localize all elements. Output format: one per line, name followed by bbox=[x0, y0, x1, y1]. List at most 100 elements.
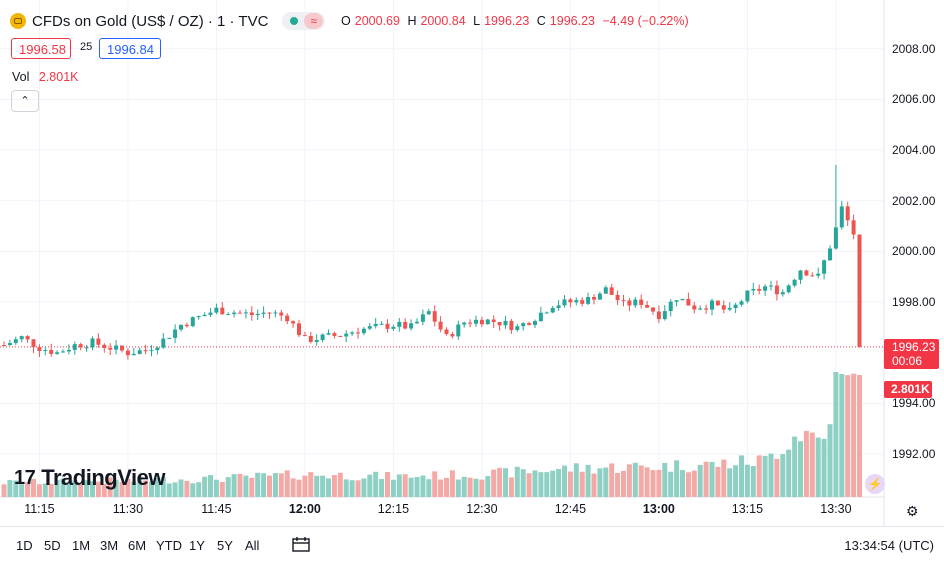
candle-body bbox=[137, 350, 142, 354]
volume-bar bbox=[786, 449, 792, 497]
volume-bar bbox=[650, 470, 656, 497]
volume-bar bbox=[249, 477, 255, 497]
sell-price-button[interactable]: 1996.58 bbox=[11, 38, 71, 59]
symbol-title[interactable]: CFDs on Gold (US$ / OZ) · 1 · TVC bbox=[32, 12, 269, 30]
volume-bar bbox=[703, 461, 709, 497]
candle-body bbox=[403, 321, 408, 329]
range-button[interactable]: 1Y bbox=[189, 538, 205, 553]
range-button[interactable]: 3M bbox=[100, 538, 119, 553]
candle-body bbox=[208, 312, 213, 315]
volume-bar bbox=[208, 475, 213, 497]
volume-bar bbox=[644, 467, 650, 497]
range-button[interactable]: 5Y bbox=[217, 538, 233, 553]
lightning-icon[interactable]: ⚡ bbox=[865, 474, 885, 494]
candle-body bbox=[409, 323, 414, 329]
candle-body bbox=[550, 307, 555, 313]
volume-bar bbox=[272, 473, 278, 497]
volume-bar bbox=[467, 477, 473, 497]
time-tick: 13:15 bbox=[731, 502, 764, 516]
volume-bar bbox=[172, 482, 178, 497]
candle-body bbox=[538, 312, 543, 322]
volume-bar bbox=[13, 480, 19, 497]
candle-body bbox=[55, 352, 60, 354]
data-delay-icon: ≈ bbox=[304, 13, 324, 29]
volume-bar bbox=[31, 478, 36, 497]
volume-bar bbox=[25, 482, 31, 497]
candle-body bbox=[763, 286, 768, 291]
range-button[interactable]: All bbox=[245, 538, 260, 553]
brand-name: TradingView bbox=[41, 465, 165, 490]
chart-header: CFDs on Gold (US$ / OZ) · 1 · TVC ≈ O 200… bbox=[10, 10, 693, 32]
volume-bar bbox=[544, 472, 550, 497]
volume-bar bbox=[154, 478, 160, 497]
candle-body bbox=[769, 285, 773, 287]
gold-symbol-icon bbox=[10, 13, 26, 29]
candle-body bbox=[49, 350, 54, 354]
volume-bar bbox=[396, 474, 402, 497]
volume-bar bbox=[149, 481, 154, 497]
candle-body bbox=[710, 300, 714, 310]
candle-body bbox=[84, 347, 89, 349]
candle-body bbox=[633, 299, 638, 306]
buy-price-button[interactable]: 1996.84 bbox=[99, 38, 161, 59]
candle-body bbox=[226, 314, 231, 316]
candle-body bbox=[308, 335, 313, 342]
change-value: −4.49 (−0.22%) bbox=[602, 14, 689, 28]
candle-body bbox=[556, 305, 561, 308]
range-button[interactable]: 1D bbox=[16, 538, 33, 553]
candle-body bbox=[674, 300, 679, 302]
volume-bar bbox=[137, 476, 143, 497]
candle-body bbox=[31, 339, 36, 348]
volume-bar bbox=[19, 484, 25, 497]
volume-bar bbox=[119, 481, 125, 497]
candle-body bbox=[544, 312, 549, 314]
clock[interactable]: 13:34:54 (UTC) bbox=[844, 538, 934, 553]
volume-bar bbox=[851, 373, 857, 497]
candle-body bbox=[456, 324, 461, 337]
candle-body bbox=[143, 350, 148, 352]
volume-bar bbox=[715, 466, 721, 497]
ohlc-values: O 2000.69 H 2000.84 L 1996.23 C 1996.23 −4.4… bbox=[341, 14, 693, 28]
volume-bar bbox=[343, 479, 349, 497]
candle-body bbox=[656, 311, 661, 320]
range-button[interactable]: 6M bbox=[128, 538, 147, 553]
volume-bar bbox=[296, 479, 302, 497]
gear-icon[interactable]: ⚙ bbox=[906, 503, 919, 519]
volume-bar bbox=[290, 478, 296, 497]
volume-bar bbox=[326, 478, 331, 497]
tradingview-logo: 17 TradingView bbox=[14, 465, 165, 491]
candle-body bbox=[379, 323, 384, 325]
price-chart[interactable] bbox=[0, 0, 944, 526]
candle-body bbox=[751, 288, 756, 291]
collapse-legend-button[interactable]: ⌃ bbox=[11, 90, 39, 112]
candle-body bbox=[804, 270, 809, 276]
volume-bar bbox=[809, 432, 815, 497]
candle-body bbox=[238, 312, 242, 314]
volume-bar bbox=[1, 484, 7, 497]
candle-body bbox=[314, 340, 319, 342]
candle-body bbox=[397, 321, 402, 327]
price-tick: 2004.00 bbox=[892, 143, 936, 158]
volume-bar bbox=[585, 464, 591, 497]
candle-body bbox=[668, 301, 673, 312]
candle-body bbox=[96, 338, 101, 345]
calendar-icon[interactable] bbox=[292, 536, 310, 552]
range-button[interactable]: 1M bbox=[72, 538, 91, 553]
volume-bar bbox=[803, 430, 809, 497]
candle-body bbox=[833, 227, 838, 249]
range-button[interactable]: YTD bbox=[156, 538, 182, 553]
candle-body bbox=[615, 294, 620, 301]
candle-body bbox=[568, 299, 573, 303]
candle-body bbox=[586, 297, 591, 304]
volume-bar bbox=[390, 479, 396, 497]
spread-value: 25 bbox=[80, 41, 93, 53]
candle-body bbox=[72, 344, 77, 350]
range-button[interactable]: 5D bbox=[44, 538, 61, 553]
volume-bar bbox=[320, 475, 326, 497]
market-status[interactable]: ≈ bbox=[282, 12, 326, 30]
volume-bar bbox=[196, 482, 202, 497]
volume-bar bbox=[638, 465, 644, 497]
candle-body bbox=[786, 285, 791, 293]
candle-body bbox=[509, 320, 514, 330]
volume-bar bbox=[432, 471, 438, 497]
